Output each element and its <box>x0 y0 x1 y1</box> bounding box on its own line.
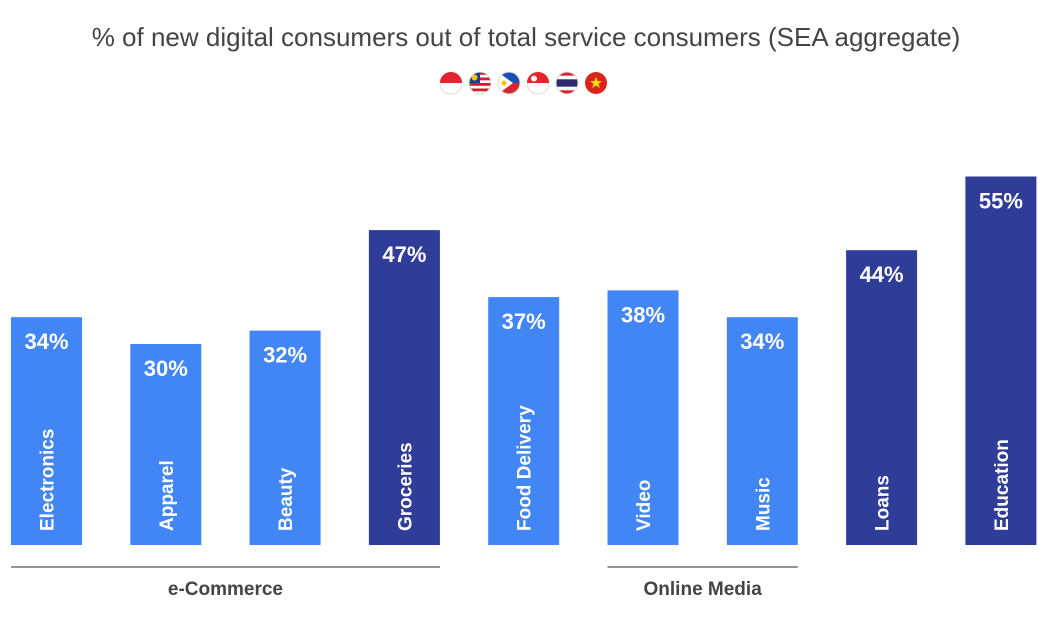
value-label-groceries: 47% <box>382 242 426 267</box>
country-flags <box>439 71 607 95</box>
value-label-beauty: 32% <box>263 343 307 368</box>
value-label-apparel: 30% <box>144 356 188 381</box>
singapore-flag-icon <box>526 71 550 95</box>
bar-groceries <box>368 230 440 545</box>
category-label-video: Video <box>634 480 655 531</box>
value-label-video: 38% <box>621 302 665 327</box>
category-label-education: Education <box>992 439 1013 531</box>
value-label-food-delivery: 37% <box>502 309 546 334</box>
category-label-loans: Loans <box>873 475 894 531</box>
value-label-education: 55% <box>979 189 1023 214</box>
group-label-online-media: Online Media <box>644 579 763 600</box>
category-label-electronics: Electronics <box>38 429 59 531</box>
bar-education <box>965 176 1037 545</box>
category-label-beauty: Beauty <box>276 467 297 531</box>
bar-food-delivery <box>488 297 560 545</box>
malaysia-flag-icon <box>468 71 492 95</box>
value-label-loans: 44% <box>860 262 904 287</box>
bar-video <box>607 290 679 545</box>
category-label-apparel: Apparel <box>157 460 178 531</box>
bar-apparel <box>130 344 202 545</box>
bar-beauty <box>249 330 321 545</box>
indonesia-flag-icon <box>439 71 463 95</box>
philippines-flag-icon <box>497 71 521 95</box>
bar-loans <box>846 250 918 545</box>
value-label-electronics: 34% <box>24 329 68 354</box>
vietnam-flag-icon <box>585 72 607 94</box>
bar-electronics <box>11 317 82 545</box>
bar-music <box>726 317 798 545</box>
group-label-e-commerce: e-Commerce <box>168 579 283 600</box>
value-label-music: 34% <box>740 329 784 354</box>
category-label-groceries: Groceries <box>395 442 416 531</box>
category-label-music: Music <box>753 477 774 531</box>
category-label-food-delivery: Food Delivery <box>515 405 536 531</box>
chart-title: % of new digital consumers out of total … <box>91 22 961 52</box>
thailand-flag-icon <box>555 71 579 95</box>
